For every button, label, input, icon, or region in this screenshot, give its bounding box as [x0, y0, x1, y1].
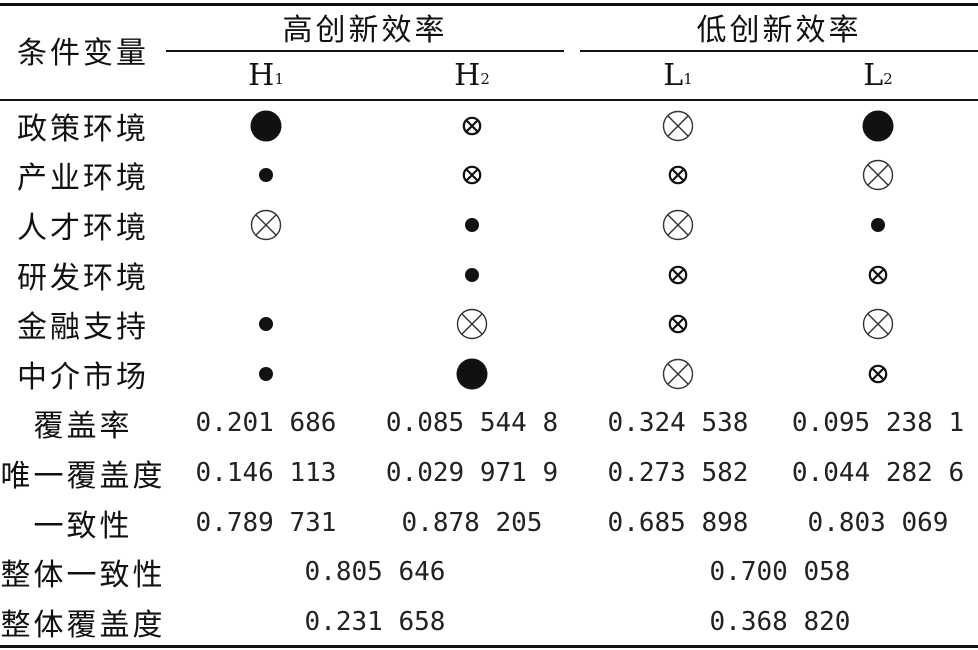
header-bottom-rule	[0, 99, 978, 101]
metric-value: 0.878 205	[401, 507, 543, 538]
metric-value: 0.685 898	[607, 507, 749, 538]
metric-value: 0.095 238 1	[791, 408, 965, 439]
peripheral-condition-present-icon	[236, 350, 296, 398]
low-efficiency-header: 低创新效率	[696, 13, 862, 48]
core-condition-present-icon	[236, 102, 296, 150]
metric-value: 0.146 113	[195, 457, 337, 488]
high-efficiency-header: 高创新效率	[282, 13, 448, 48]
core-condition-present-icon	[848, 102, 908, 150]
peripheral-condition-absent-icon	[442, 102, 502, 150]
metric-value: 0.273 582	[607, 457, 749, 488]
condition-label: 产业环境	[17, 161, 149, 197]
low-group-rule	[580, 50, 978, 52]
overall-high-value: 0.805 646	[304, 557, 446, 588]
core-condition-absent-icon	[648, 201, 708, 249]
core-condition-present-icon	[442, 350, 502, 398]
metric-value: 0.324 538	[607, 408, 749, 439]
peripheral-condition-present-icon	[442, 251, 502, 299]
metric-value: 0.029 971 9	[385, 457, 559, 488]
peripheral-condition-absent-icon	[648, 251, 708, 299]
core-condition-absent-icon	[442, 300, 502, 348]
overall-low-value: 0.700 058	[709, 557, 851, 588]
core-condition-absent-icon	[648, 350, 708, 398]
metric-value: 0.803 069	[807, 507, 949, 538]
metric-label: 覆盖率	[33, 409, 133, 445]
metric-label: 一致性	[33, 508, 133, 544]
metric-value: 0.201 686	[195, 408, 337, 439]
peripheral-condition-absent-icon	[848, 350, 908, 398]
condition-label: 中介市场	[17, 359, 149, 395]
top-rule	[0, 3, 978, 6]
condition-label: 政策环境	[17, 111, 149, 147]
overall-label: 整体一致性	[0, 558, 166, 594]
peripheral-condition-absent-icon	[848, 251, 908, 299]
metric-value: 0.044 282 6	[791, 457, 965, 488]
peripheral-condition-absent-icon	[442, 152, 502, 200]
metric-value: 0.789 731	[195, 507, 337, 538]
condition-label: 人才环境	[17, 210, 149, 246]
core-condition-absent-icon	[648, 102, 708, 150]
overall-label: 整体覆盖度	[0, 607, 166, 643]
overall-high-value: 0.231 658	[304, 606, 446, 637]
metric-value: 0.085 544 8	[385, 408, 559, 439]
bottom-rule	[0, 645, 978, 648]
core-condition-absent-icon	[236, 201, 296, 249]
peripheral-condition-present-icon	[236, 300, 296, 348]
condition-label: 金融支持	[17, 310, 149, 346]
peripheral-condition-present-icon	[236, 152, 296, 200]
core-condition-absent-icon	[848, 300, 908, 348]
metric-label: 唯一覆盖度	[0, 458, 166, 494]
peripheral-condition-absent-icon	[648, 152, 708, 200]
peripheral-condition-present-icon	[848, 201, 908, 249]
core-condition-absent-icon	[848, 152, 908, 200]
condition-label: 研发环境	[17, 260, 149, 296]
condition-variable-header: 条件变量	[17, 36, 149, 71]
peripheral-condition-absent-icon	[648, 300, 708, 348]
peripheral-condition-present-icon	[442, 201, 502, 249]
high-group-rule	[166, 50, 564, 52]
overall-low-value: 0.368 820	[709, 606, 851, 637]
